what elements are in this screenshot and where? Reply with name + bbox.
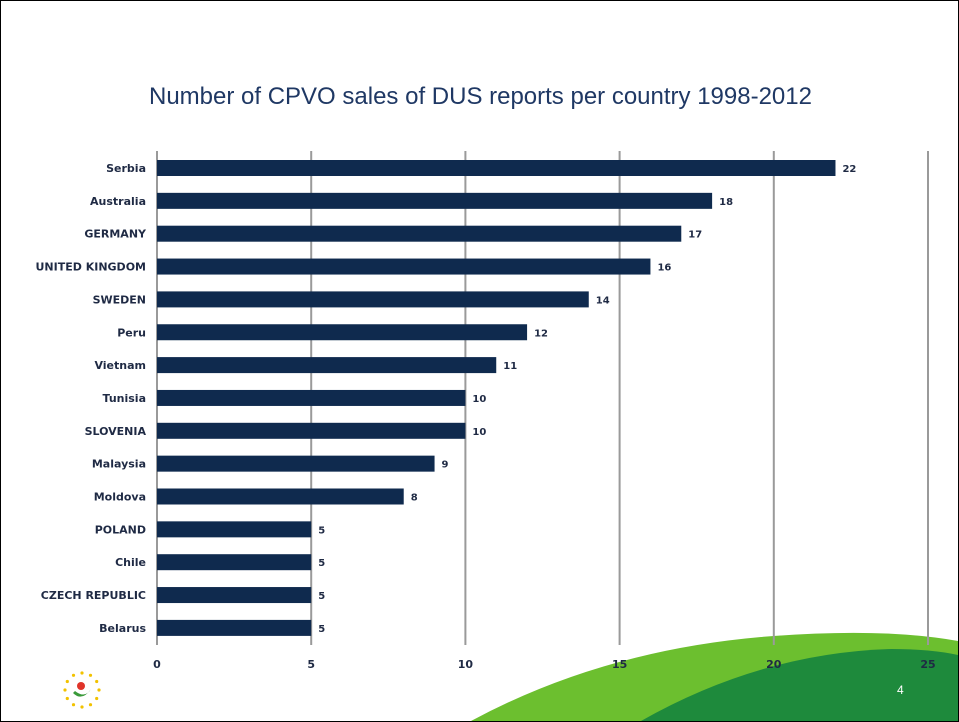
x-tick-label: 15 <box>612 658 627 671</box>
chart-title: Number of CPVO sales of DUS reports per … <box>149 83 812 110</box>
category-label: Belarus <box>99 622 146 635</box>
category-labels: Serbia Australia GERMANY UNITED KINGDOM SWED… <box>36 162 148 635</box>
data-label: 5 <box>318 558 325 569</box>
bar <box>157 521 312 538</box>
data-label: 10 <box>472 394 486 405</box>
bar <box>157 587 312 604</box>
category-label: SWEDEN <box>93 293 146 306</box>
swoosh-dark <box>641 649 958 721</box>
category-label: Serbia <box>106 162 146 175</box>
bar <box>157 619 312 636</box>
data-label: 5 <box>318 525 325 536</box>
value-labels: 22 18 17 16 14 12 11 10 10 9 8 5 5 5 5 <box>318 164 856 635</box>
x-tick-label: 5 <box>307 658 315 671</box>
data-label: 5 <box>318 624 325 635</box>
category-label: GERMANY <box>84 228 147 241</box>
category-label: SLOVENIA <box>85 425 147 438</box>
data-label: 8 <box>411 493 418 504</box>
category-label: Chile <box>115 556 146 569</box>
data-label: 5 <box>318 591 325 602</box>
category-label: Vietnam <box>94 359 146 372</box>
cpvo-logo-icon <box>63 671 101 709</box>
data-label: 22 <box>842 164 856 175</box>
category-label: Moldova <box>94 491 146 504</box>
bar <box>157 225 682 242</box>
bar <box>157 389 466 406</box>
category-label: CZECH REPUBLIC <box>41 589 146 602</box>
x-tick-label: 20 <box>766 658 782 671</box>
x-tick-label: 25 <box>920 658 935 671</box>
page-number: 4 <box>897 683 904 697</box>
category-label: Australia <box>90 195 146 208</box>
category-label: POLAND <box>95 523 146 536</box>
data-label: 18 <box>719 197 733 208</box>
bar <box>157 554 312 571</box>
bar <box>157 488 404 505</box>
decorative-swoosh <box>471 632 958 721</box>
bar <box>157 192 713 209</box>
category-label: Peru <box>117 326 146 339</box>
bar <box>157 455 435 472</box>
data-label: 14 <box>596 295 610 306</box>
bar <box>157 324 528 341</box>
data-label: 11 <box>503 361 517 372</box>
bars <box>157 160 836 636</box>
x-tick-label: 0 <box>153 658 161 671</box>
bar <box>157 160 836 176</box>
category-label: Malaysia <box>92 458 146 471</box>
data-label: 16 <box>657 263 671 274</box>
x-tick-label: 10 <box>458 658 474 671</box>
bar <box>157 258 651 275</box>
data-label: 12 <box>534 328 548 339</box>
data-label: 17 <box>688 230 702 241</box>
bar <box>157 422 466 439</box>
bar <box>157 357 497 374</box>
category-label: Tunisia <box>103 392 146 405</box>
data-label: 9 <box>442 460 449 471</box>
data-label: 10 <box>472 427 486 438</box>
category-label: UNITED KINGDOM <box>36 261 147 274</box>
bar <box>157 291 589 308</box>
x-tick-labels: 0 5 10 15 20 25 <box>153 658 935 671</box>
